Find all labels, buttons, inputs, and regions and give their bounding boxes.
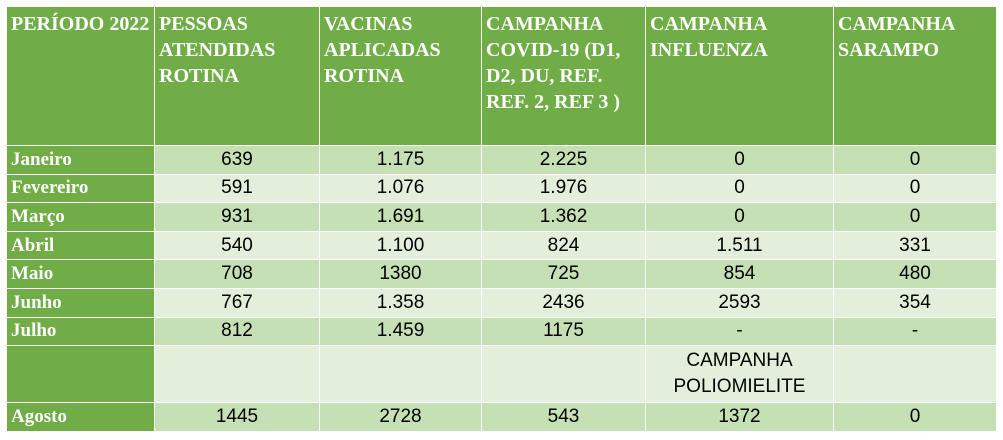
header-row: PERÍODO 2022 PESSOAS ATENDIDAS ROTINA VA…	[6, 6, 997, 146]
sarampo-cell: -	[833, 316, 997, 347]
table-row: Junho 767 1.358 2436 2593 354	[6, 287, 997, 318]
influenza-cell: 0	[645, 145, 834, 175]
month-label: Janeiro	[6, 145, 155, 175]
covid-cell: 2.225	[481, 145, 646, 175]
covid-cell: 2436	[481, 287, 646, 318]
pessoas-cell: 812	[154, 316, 320, 347]
empty-cell	[154, 345, 320, 404]
month-label: Julho	[6, 316, 155, 347]
pessoas-cell: 1445	[154, 402, 320, 432]
vacinas-cell: 1.100	[319, 230, 482, 261]
table-row: Agosto 1445 2728 543 1372 0	[6, 402, 997, 432]
month-label: Maio	[6, 259, 155, 289]
vaccination-table: PERÍODO 2022 PESSOAS ATENDIDAS ROTINA VA…	[6, 6, 997, 432]
sarampo-cell: 0	[833, 145, 997, 175]
header-campanha-sarampo: CAMPANHA SARAMPO	[833, 6, 997, 146]
sarampo-cell: 0	[833, 402, 997, 432]
vacinas-cell: 1.076	[319, 173, 482, 204]
covid-cell: 725	[481, 259, 646, 289]
header-pessoas-atendidas: PESSOAS ATENDIDAS ROTINA	[154, 6, 320, 146]
pessoas-cell: 540	[154, 230, 320, 261]
vacinas-cell: 1380	[319, 259, 482, 289]
polio-campaign-label: CAMPANHA POLIOMIELITE	[645, 345, 834, 404]
month-label: Agosto	[6, 402, 155, 432]
table-row: Janeiro 639 1.175 2.225 0 0	[6, 145, 997, 175]
table-row: Março 931 1.691 1.362 0 0	[6, 202, 997, 232]
covid-cell: 1.976	[481, 173, 646, 204]
pessoas-cell: 708	[154, 259, 320, 289]
month-label: Março	[6, 202, 155, 232]
influenza-cell: 0	[645, 173, 834, 204]
table-row: Julho 812 1.459 1175 - -	[6, 316, 997, 347]
pessoas-cell: 591	[154, 173, 320, 204]
empty-cell	[833, 345, 997, 404]
pessoas-cell: 767	[154, 287, 320, 318]
vacinas-cell: 1.459	[319, 316, 482, 347]
table-row: Fevereiro 591 1.076 1.976 0 0	[6, 173, 997, 204]
polio-subheader-row: CAMPANHA POLIOMIELITE	[6, 345, 997, 404]
influenza-cell: -	[645, 316, 834, 347]
header-periodo: PERÍODO 2022	[6, 6, 155, 146]
influenza-cell: 854	[645, 259, 834, 289]
header-campanha-influenza: CAMPANHA INFLUENZA	[645, 6, 834, 146]
influenza-cell: 0	[645, 202, 834, 232]
vacinas-cell: 2728	[319, 402, 482, 432]
influenza-cell: 1.511	[645, 230, 834, 261]
sarampo-cell: 331	[833, 230, 997, 261]
sarampo-cell: 0	[833, 202, 997, 232]
covid-cell: 543	[481, 402, 646, 432]
header-campanha-covid: CAMPANHA COVID-19 (D1, D2, DU, REF. REF.…	[481, 6, 646, 146]
pessoas-cell: 639	[154, 145, 320, 175]
table-row: Abril 540 1.100 824 1.511 331	[6, 230, 997, 261]
table-row: Maio 708 1380 725 854 480	[6, 259, 997, 289]
empty-cell	[481, 345, 646, 404]
vacinas-cell: 1.358	[319, 287, 482, 318]
month-label: Abril	[6, 230, 155, 261]
header-vacinas-aplicadas: VACINAS APLICADAS ROTINA	[319, 6, 482, 146]
month-label: Junho	[6, 287, 155, 318]
pessoas-cell: 931	[154, 202, 320, 232]
vacinas-cell: 1.691	[319, 202, 482, 232]
vacinas-cell: 1.175	[319, 145, 482, 175]
polio-cell: 1372	[645, 402, 834, 432]
influenza-cell: 2593	[645, 287, 834, 318]
covid-cell: 824	[481, 230, 646, 261]
covid-cell: 1175	[481, 316, 646, 347]
sarampo-cell: 0	[833, 173, 997, 204]
month-label: Fevereiro	[6, 173, 155, 204]
empty-cell	[319, 345, 482, 404]
covid-cell: 1.362	[481, 202, 646, 232]
sarampo-cell: 354	[833, 287, 997, 318]
sarampo-cell: 480	[833, 259, 997, 289]
month-label-empty	[6, 345, 155, 404]
